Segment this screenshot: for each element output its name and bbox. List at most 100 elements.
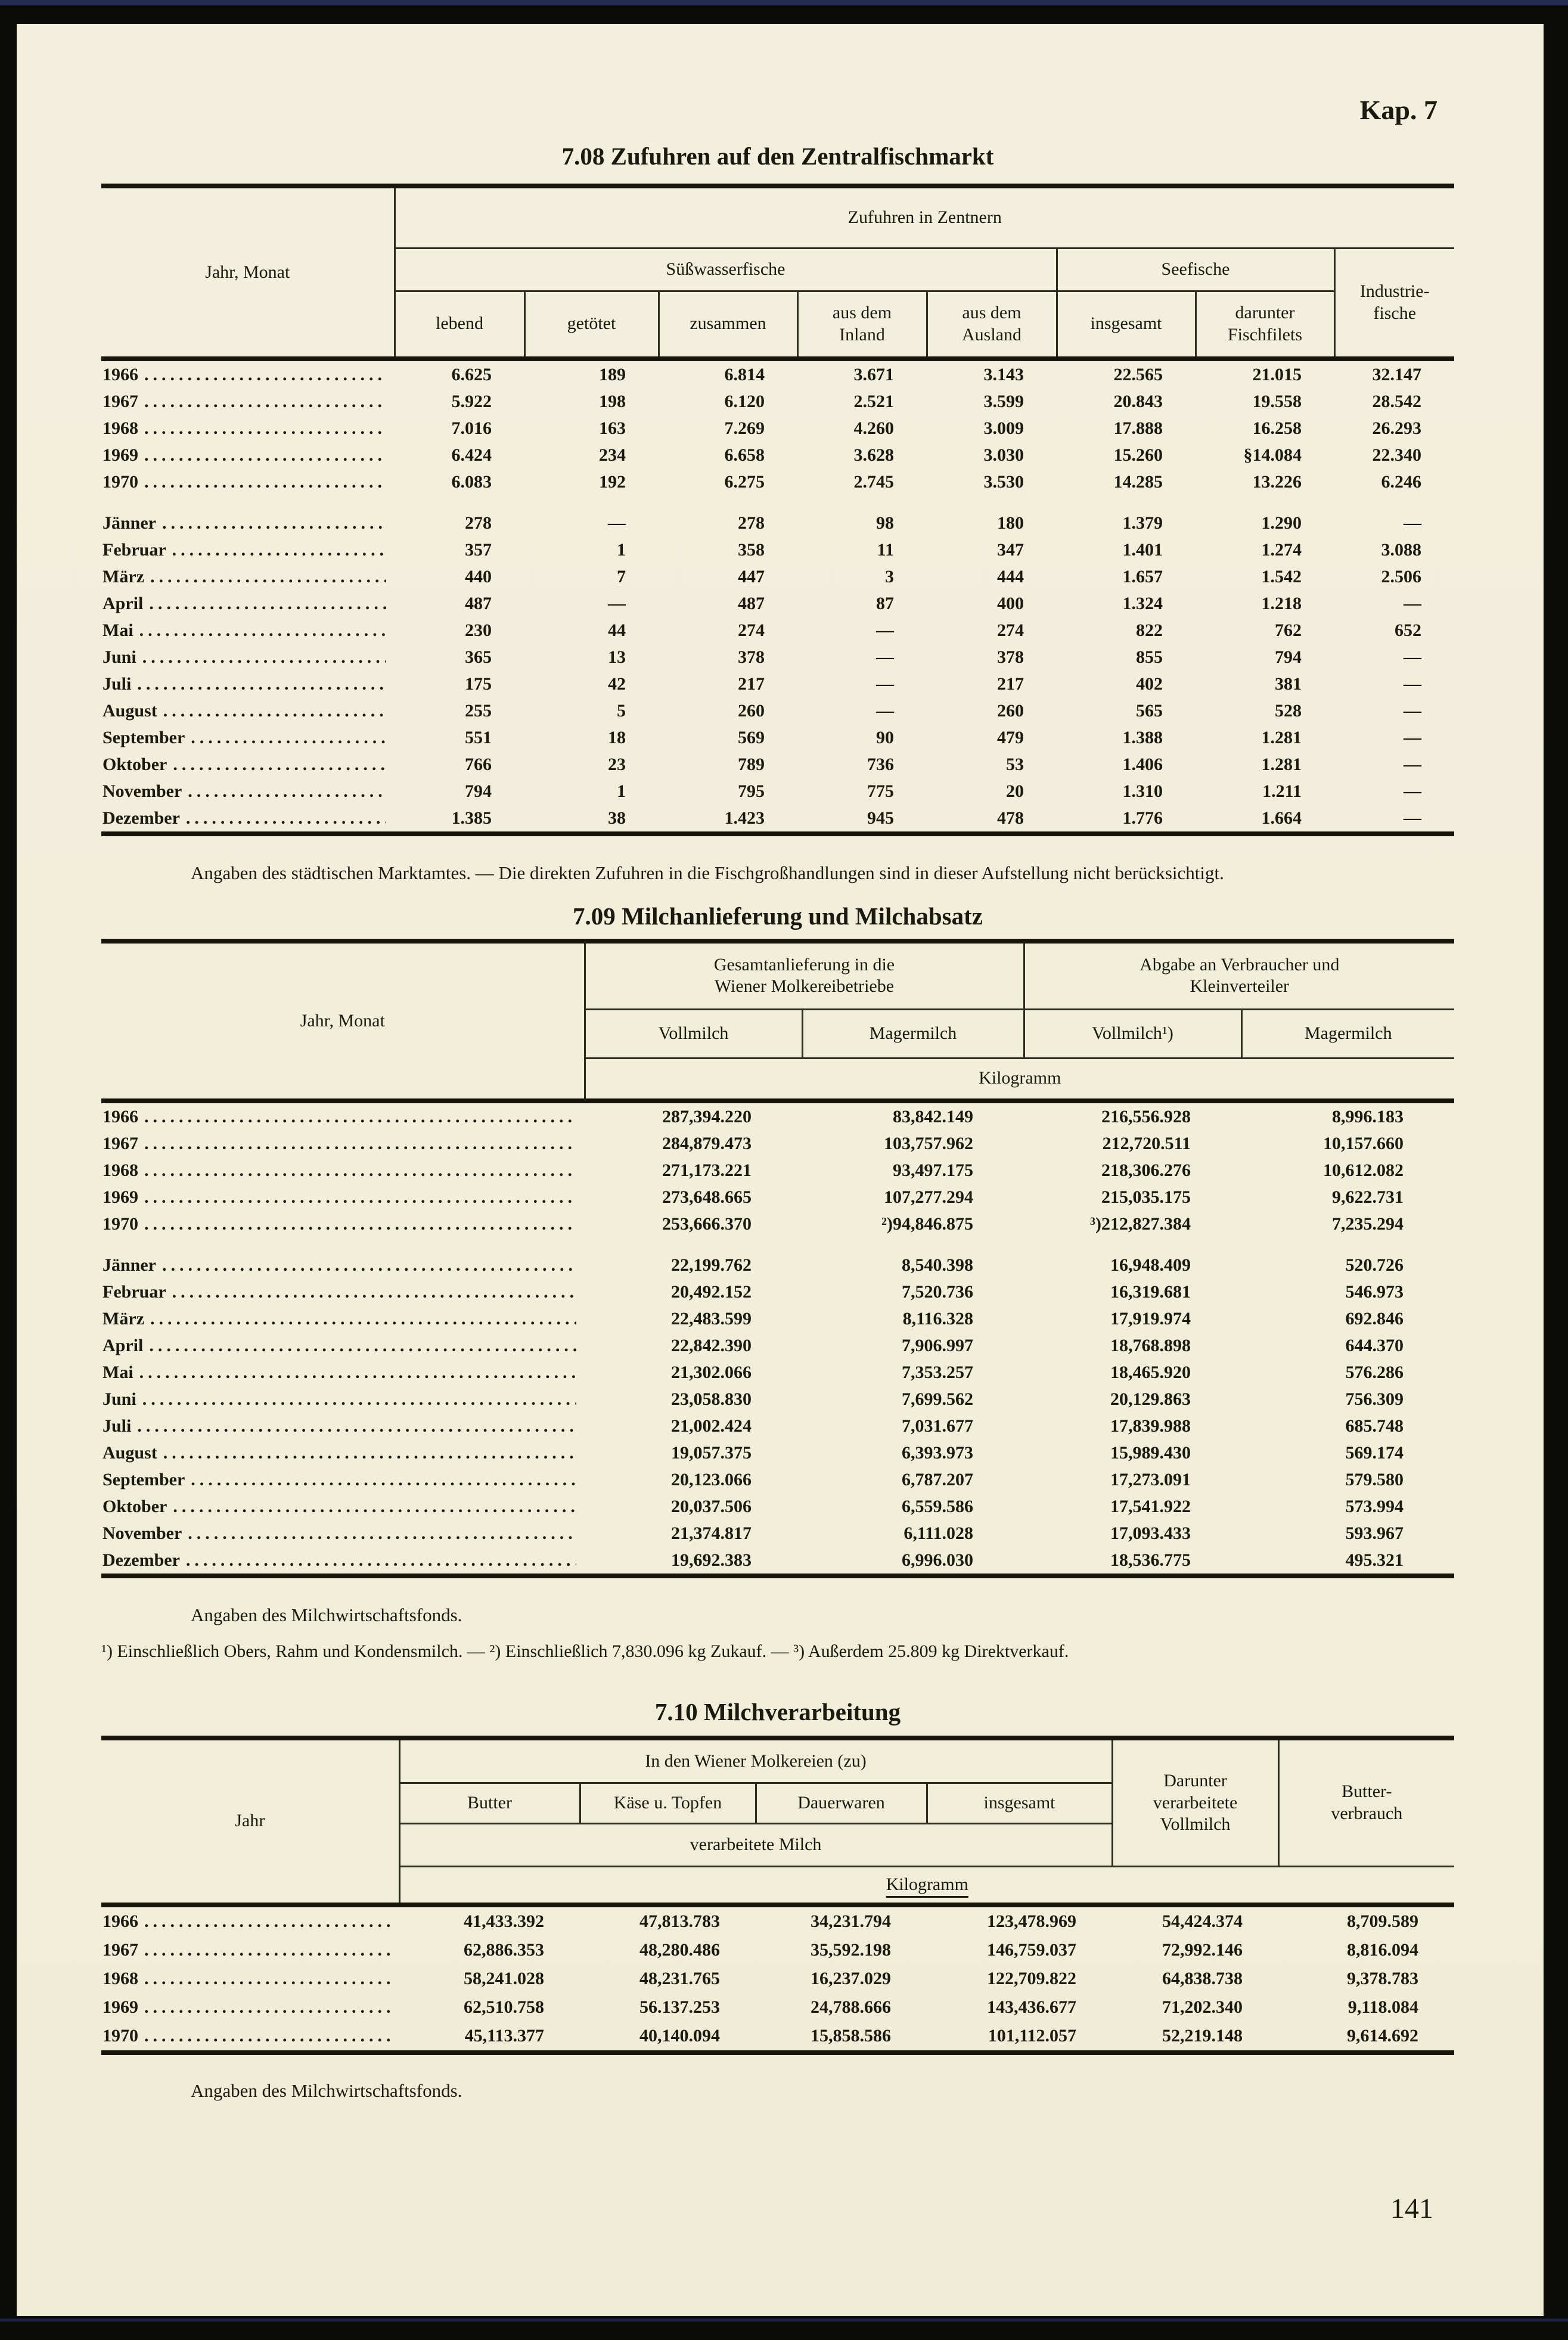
value-cell: 20,129.863 <box>1110 1389 1191 1410</box>
value-cell: 260 <box>738 701 765 721</box>
dotted-leader <box>139 617 386 644</box>
value-cell: ²)94,846.875 <box>881 1214 974 1234</box>
value-cell: 6.246 <box>1381 472 1422 492</box>
row-label: Dezember <box>103 1550 180 1571</box>
row-label: Februar <box>103 540 166 560</box>
row-label: Dezember <box>103 808 180 828</box>
row-label-cell: Februar <box>101 1278 585 1305</box>
row-label-cell: April <box>101 1332 585 1359</box>
value-cell: 1.324 <box>1122 594 1163 613</box>
dotted-leader <box>191 724 386 751</box>
row-label: 1970 <box>103 472 138 492</box>
header-row-groups: Jahr, Monat Gesamtanlieferung in die Wie… <box>101 941 1455 1101</box>
value-cell: 6.658 <box>724 445 765 465</box>
table-row: 1969 6.424 234 6.658 3.628 3.030 15.260 §14.084… <box>101 442 1454 468</box>
table-row: Februar 357 1 358 11 347 1.401 1.274 3.088 <box>101 536 1454 563</box>
table-708-title: 7.08 Zufuhren auf den Zentralfischmarkt <box>561 142 994 170</box>
dotted-leader <box>149 1332 576 1359</box>
value-cell: 593.967 <box>1345 1523 1404 1544</box>
column-header-kaese-topfen: Käse u. Topfen <box>579 1783 756 1825</box>
value-cell: 18,768.898 <box>1110 1336 1191 1356</box>
row-label-cell: 1968 <box>101 1157 585 1184</box>
dotted-leader <box>144 1157 576 1184</box>
column-header-darunter-vollmilch: Darunter verarbeitete Vollmilch <box>1111 1737 1279 1868</box>
row-label-cell: März <box>101 1305 585 1332</box>
value-cell: 23 <box>608 755 626 774</box>
value-cell: 28.542 <box>1372 392 1422 411</box>
column-header-aus-dem-ausland: aus dem Ausland <box>926 291 1057 359</box>
dotted-leader <box>144 1936 391 1965</box>
dotted-leader <box>144 2022 391 2050</box>
dotted-leader <box>137 1413 576 1439</box>
value-cell: 5.922 <box>451 392 492 411</box>
column-header-insgesamt: insgesamt <box>1055 291 1196 359</box>
row-label-cell: 1966 <box>101 359 395 388</box>
value-cell: — <box>1404 513 1421 533</box>
row-label-cell: Oktober <box>101 1493 585 1520</box>
value-cell: 87 <box>876 594 894 613</box>
column-header-vollmilch-abgabe: Vollmilch¹) <box>1023 1009 1242 1059</box>
row-label: 1969 <box>103 1187 138 1208</box>
table-row: August 255 5 260 — 260 565 528 — <box>101 697 1454 724</box>
value-cell: 14.285 <box>1113 472 1163 492</box>
row-label: Mai <box>103 620 133 640</box>
dotted-leader <box>144 415 386 442</box>
dotted-leader <box>162 1252 576 1278</box>
table-708-fish-market: Jahr, Monat Zufuhren in Zentnern Süßwass… <box>101 184 1454 836</box>
column-header-suesswasserfische: Süßwasserfische <box>395 248 1057 292</box>
value-cell: 7.016 <box>451 418 492 438</box>
row-label: Februar <box>103 1282 166 1302</box>
column-header-jahr: Jahr <box>101 1737 400 1905</box>
value-cell: 692.846 <box>1345 1309 1404 1329</box>
row-label-cell: September <box>101 724 395 751</box>
row-label-cell: Dezember <box>101 1547 585 1576</box>
value-cell: 72,992.146 <box>1162 1939 1243 1960</box>
value-cell: 520.726 <box>1345 1255 1404 1275</box>
value-cell: 766 <box>465 755 492 774</box>
value-cell: 487 <box>738 594 765 613</box>
row-label: 1966 <box>103 1911 138 1931</box>
chapter-label: Kap. 7 <box>1359 95 1437 125</box>
table-row: Juli 21,002.424 7,031.677 17,839.988 685.748 <box>101 1413 1454 1439</box>
value-cell: 1.281 <box>1261 755 1302 774</box>
dotted-leader <box>144 388 386 415</box>
row-label-cell: April <box>101 590 395 617</box>
dotted-leader <box>142 644 386 671</box>
table-710-milk-processing: Jahr In den Wiener Molkereien (zu) Darun… <box>101 1735 1455 2055</box>
value-cell: 32.147 <box>1372 365 1422 384</box>
value-cell: 945 <box>867 808 894 828</box>
value-cell: 1.211 <box>1262 781 1302 801</box>
column-header-insgesamt: insgesamt <box>926 1783 1113 1825</box>
table-row: 1970 253,666.370 ²)94,846.875 ³)212,827.384… <box>101 1211 1454 1237</box>
table-row: Juni 23,058.830 7,699.562 20,129.863 756.309 <box>101 1386 1454 1413</box>
dotted-leader <box>137 671 386 697</box>
value-cell: 15,858.586 <box>811 2025 891 2046</box>
dotted-leader <box>188 1520 576 1547</box>
value-cell: 1 <box>617 540 626 560</box>
dotted-leader <box>144 1211 576 1237</box>
value-cell: — <box>608 513 626 533</box>
value-cell: 378 <box>738 647 765 667</box>
column-header-getoetet: getötet <box>523 291 659 359</box>
value-cell: 180 <box>997 513 1024 533</box>
dotted-leader <box>163 1439 576 1466</box>
dotted-leader <box>144 1103 576 1130</box>
value-cell: 447 <box>738 567 765 586</box>
value-cell: 217 <box>738 674 765 694</box>
row-label: 1969 <box>103 445 138 465</box>
row-label: Mai <box>103 1363 133 1383</box>
value-cell: 822 <box>1136 620 1163 640</box>
row-label: Jänner <box>103 513 156 533</box>
value-cell: 17,273.091 <box>1110 1470 1191 1490</box>
value-cell: 3.671 <box>853 365 895 384</box>
value-cell: 1.401 <box>1122 540 1163 560</box>
value-cell: 146,759.037 <box>987 1939 1077 1960</box>
table-709-month-rows: Jänner 22,199.762 8,540.398 16,948.409 520.7… <box>101 1237 1454 1576</box>
value-cell: 271,173.221 <box>662 1160 752 1181</box>
row-label-cell: Juli <box>101 671 395 697</box>
value-cell: 6,996.030 <box>902 1550 974 1571</box>
table-row: Juni 365 13 378 — 378 855 794 — <box>101 644 1454 671</box>
dotted-leader <box>172 1278 576 1305</box>
value-cell: 11 <box>877 540 894 560</box>
value-cell: 16,319.681 <box>1110 1282 1191 1302</box>
